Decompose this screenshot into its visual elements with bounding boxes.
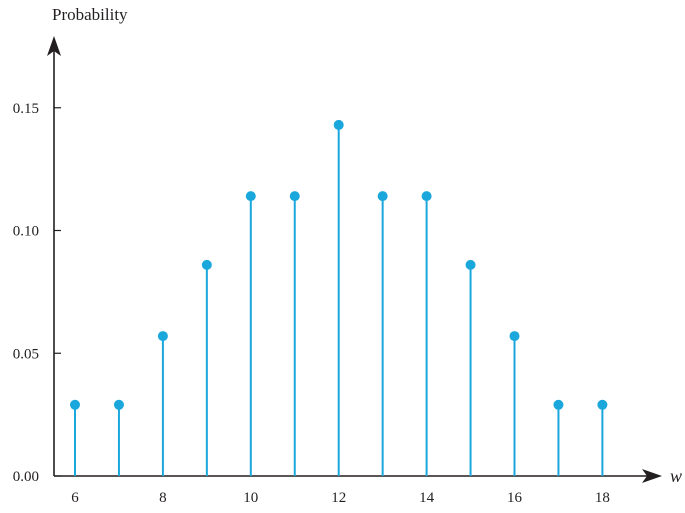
point-15 (465, 259, 476, 270)
x-tick-label: 10 (243, 490, 258, 506)
point-10 (245, 191, 256, 202)
point-12 (333, 119, 344, 130)
y-tick-label: 0.15 (13, 101, 39, 117)
point-17 (553, 399, 564, 410)
x-tick-label: 18 (595, 490, 610, 506)
x-tick-label: 14 (419, 490, 435, 506)
point-18 (597, 399, 608, 410)
x-axis-arrow-icon (642, 469, 662, 483)
points-group (70, 119, 608, 410)
x-tick-label: 6 (71, 490, 79, 506)
point-11 (289, 191, 300, 202)
x-tick-label: 8 (159, 490, 167, 506)
point-9 (201, 259, 212, 270)
x-axis-title: w (670, 466, 682, 486)
y-tick-label: 0.00 (13, 469, 39, 485)
axes (47, 36, 662, 483)
labels-group: 0.00 0.05 0.10 0.15 6 8 10 12 14 16 18 Probability w (13, 5, 682, 506)
stems-group (74, 124, 604, 476)
y-axis-title: Probability (52, 5, 128, 24)
point-14 (421, 191, 432, 202)
x-tick-label: 16 (507, 490, 523, 506)
point-8 (157, 331, 168, 342)
point-16 (509, 331, 520, 342)
y-tick-label: 0.05 (13, 346, 39, 362)
point-13 (377, 191, 388, 202)
y-axis-arrow-icon (47, 36, 61, 56)
y-tick-label: 0.10 (13, 224, 39, 240)
x-tick-label: 12 (331, 490, 346, 506)
point-6 (70, 399, 80, 410)
point-7 (113, 399, 124, 410)
